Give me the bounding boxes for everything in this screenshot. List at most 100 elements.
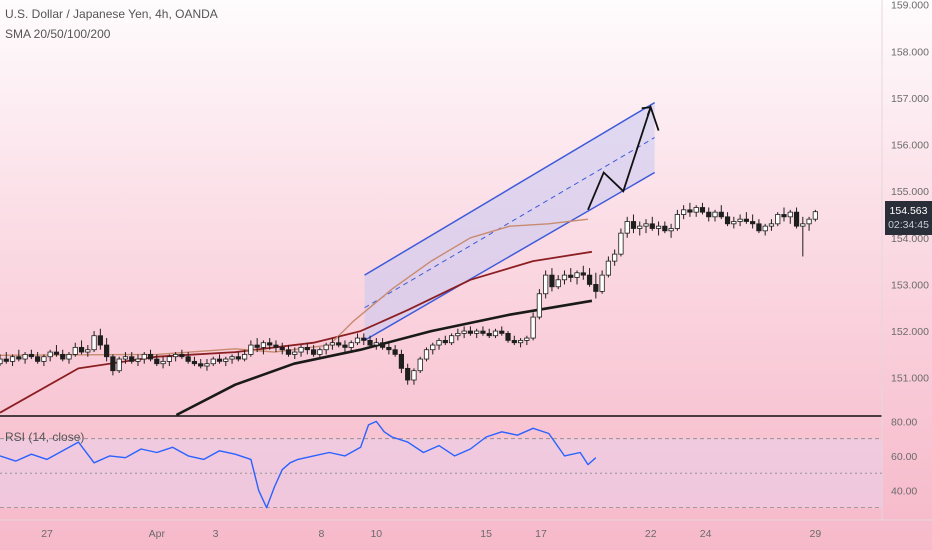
candle-body (379, 342, 386, 348)
candle-body (580, 272, 586, 276)
candle-body (116, 358, 122, 372)
channel-upper-line (364, 101, 656, 276)
candle-body (455, 332, 461, 337)
candle-body (329, 342, 336, 346)
price-axis: 159.000 158.000 157.000 156.000 155.000 154.0… (891, 0, 929, 497)
time-tick-label: 8 (319, 528, 325, 540)
candle-body (260, 342, 267, 348)
time-tick-label: 22 (645, 528, 657, 540)
candle-body (599, 274, 605, 292)
grid (0, 0, 932, 521)
price-badge: 154.563 02:34:45 (885, 201, 932, 235)
rsi-line (0, 420, 597, 509)
candle-body (436, 339, 442, 346)
candle-body (775, 214, 781, 225)
candle-body (367, 339, 373, 346)
candle-body (110, 356, 116, 372)
channel-fill (364, 102, 655, 341)
candle-body (97, 335, 103, 346)
candle-body (706, 211, 712, 218)
candle-body (28, 353, 34, 358)
candle-body (405, 367, 411, 381)
price-tick-label: 154.000 (891, 233, 929, 245)
candle-body (254, 344, 260, 348)
candle-body (731, 221, 737, 225)
price-tick-label: 151.000 (891, 373, 929, 385)
candle-body (467, 330, 474, 334)
candle-body (154, 358, 160, 365)
candle-body (423, 349, 430, 360)
candle-body (687, 209, 693, 213)
candle-body (248, 344, 254, 355)
candle-body (173, 353, 179, 358)
candle-body (612, 253, 618, 262)
candle-body (141, 353, 147, 360)
sma-indicator-label: SMA 20/50/100/200 (5, 27, 111, 41)
candle-body (3, 358, 9, 362)
candle-body (624, 221, 630, 234)
candle-body (41, 356, 47, 362)
rsi-label: RSI (14, close) (5, 430, 85, 444)
candle-body (198, 363, 204, 367)
candle-body (756, 223, 762, 232)
time-axis: 27 Apr 3 8 10 15 17 22 24 29 (41, 528, 821, 540)
rsi-pane (0, 420, 882, 509)
candle-body (242, 353, 248, 360)
candle-body (323, 344, 329, 351)
candle-body (499, 330, 505, 334)
time-tick-label: 10 (370, 528, 382, 540)
candle-body (806, 218, 812, 225)
candle-body (505, 332, 511, 341)
candle-body (267, 342, 273, 346)
candle-body (191, 360, 198, 365)
price-tick-label: 157.000 (891, 93, 929, 105)
candle-body (762, 225, 768, 232)
candle-body (517, 339, 524, 344)
candle-body (47, 351, 53, 358)
candle-body (793, 211, 800, 227)
time-tick-label: 3 (213, 528, 219, 540)
rsi-tick-label: 80.00 (891, 416, 917, 428)
candle-body (417, 358, 423, 372)
rsi-tick-label: 40.00 (891, 485, 917, 497)
time-tick-label: 27 (41, 528, 53, 540)
candle-body (668, 228, 674, 232)
candle-body (310, 349, 317, 355)
candle-body (781, 214, 787, 218)
candle-body (750, 221, 756, 225)
candle-body (204, 363, 210, 367)
candle-body (85, 349, 91, 353)
time-tick-label: 24 (700, 528, 712, 540)
sma20-line (0, 218, 589, 356)
candle-body (35, 356, 41, 362)
candle-body (430, 344, 436, 351)
candle-body (474, 330, 480, 334)
candle-body (60, 353, 66, 360)
candle-body (643, 223, 649, 227)
candle-body (78, 346, 85, 353)
candle-body (637, 225, 643, 229)
candle-body (229, 356, 235, 360)
candle-body (800, 223, 806, 227)
candle-body (743, 218, 749, 222)
candle-body (166, 356, 172, 362)
price-tick-label: 152.000 (891, 326, 929, 338)
candle-body (681, 209, 687, 215)
candle-body (348, 342, 354, 348)
candle-body (160, 360, 166, 365)
candle-body (386, 346, 392, 351)
candle-body (492, 330, 499, 337)
candle-body (392, 349, 398, 355)
candle-body (22, 353, 28, 360)
candle-body (712, 211, 718, 218)
candle-body (662, 225, 668, 232)
price-tick-label: 156.000 (891, 140, 929, 152)
candle-body (185, 356, 191, 362)
price-badge-value: 154.563 (889, 205, 928, 217)
candle-body (568, 274, 574, 278)
candle-body (147, 353, 154, 360)
price-tick-label: 155.000 (891, 186, 929, 198)
candle-body (536, 293, 542, 318)
